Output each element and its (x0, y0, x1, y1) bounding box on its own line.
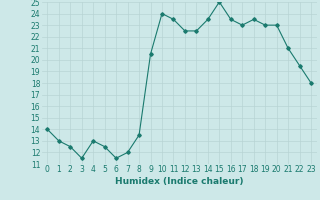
X-axis label: Humidex (Indice chaleur): Humidex (Indice chaleur) (115, 177, 244, 186)
